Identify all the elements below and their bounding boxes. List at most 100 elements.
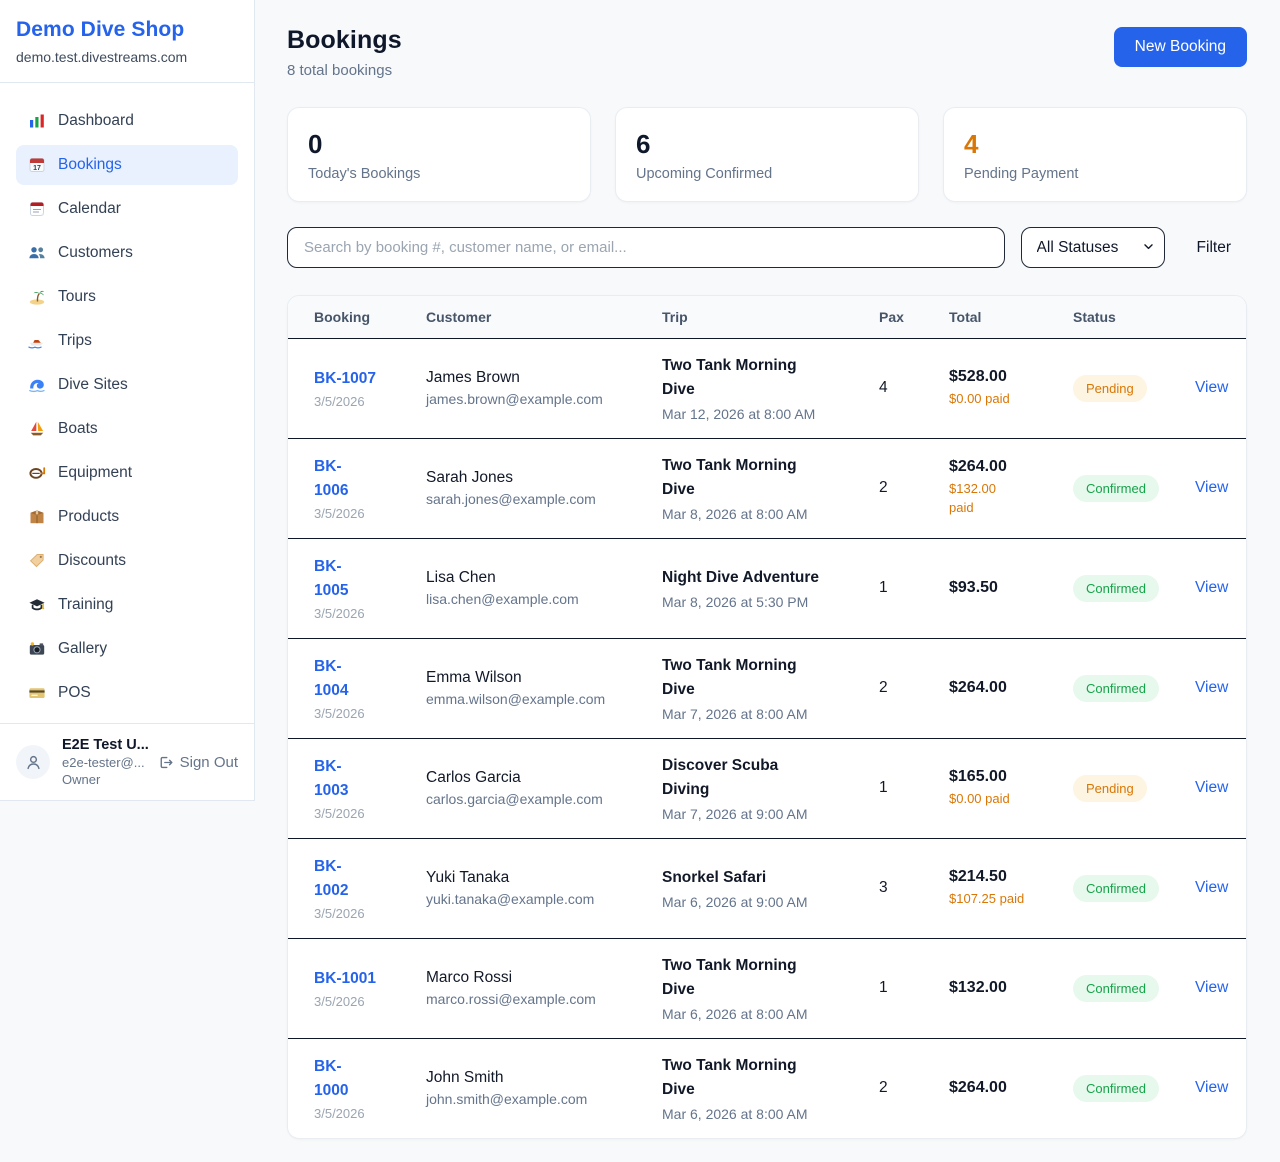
customer-email: marco.rossi@example.com [426,991,596,1007]
search-input[interactable] [287,227,1005,268]
view-link[interactable]: View [1195,579,1229,596]
status-select-wrap: All Statuses [1020,227,1165,268]
sidebar-item-customers[interactable]: Customers [16,233,238,273]
total-amount: $214.50 [949,867,1007,885]
trip-name: Two Tank Morning Dive [662,456,797,498]
status-badge: Confirmed [1073,474,1159,502]
sidebar-item-pos[interactable]: POS [16,673,238,713]
column-header-actions [1195,296,1246,339]
trip-name: Two Tank Morning Dive [662,1057,797,1099]
customer-name: John Smith [426,1069,504,1087]
sidebar-item-dive-sites[interactable]: Dive Sites [16,365,238,405]
status-badge: Confirmed [1073,1074,1159,1102]
filter-button[interactable]: Filter [1181,239,1247,257]
booking-id-link[interactable]: BK- 1005 [314,557,349,599]
status-select[interactable]: All Statuses [1020,227,1165,268]
paid-amount: $107.25 paid [949,890,1025,906]
status-badge: Confirmed [1073,974,1159,1002]
sign-out-label: Sign Out [179,753,238,771]
sidebar-item-bookings[interactable]: 17 Bookings [16,145,238,185]
main-content: Bookings 8 total bookings New Booking 0 … [255,0,1280,1162]
page-subtitle: 8 total bookings [287,62,393,79]
table-row: BK-1007 3/5/2026 James Brown james.brown… [288,338,1246,439]
booking-date: 3/5/2026 [314,1106,365,1122]
sidebar-item-label: Gallery [58,640,108,657]
stats-row: 0 Today's Bookings 6 Upcoming Confirmed … [287,107,1247,202]
total-amount: $264.00 [949,1079,1007,1097]
booking-id-link[interactable]: BK- 1000 [314,1058,349,1100]
view-link[interactable]: View [1195,779,1229,796]
customer-name: Lisa Chen [426,569,496,586]
stat-value: 6 [636,129,651,159]
view-link[interactable]: View [1195,679,1229,696]
customer-name: Emma Wilson [426,669,522,686]
pax-count: 4 [879,379,888,396]
page-title: Bookings [287,26,402,54]
new-booking-button[interactable]: New Booking [1113,27,1247,67]
stat-card-upcoming-confirmed: 6 Upcoming Confirmed [615,107,919,202]
sidebar-nav: Dashboard 17 Bookings Calendar Customers [0,83,254,723]
customer-email: james.brown@example.com [426,391,603,407]
booking-date: 3/5/2026 [314,606,365,622]
sidebar-item-trips[interactable]: Trips [16,321,238,361]
trip-datetime: Mar 12, 2026 at 8:00 AM [662,406,816,423]
sidebar-item-label: Dashboard [58,112,134,129]
booking-id-link[interactable]: BK- 1003 [314,757,349,799]
sidebar-footer: E2E Test U... e2e-tester@... Owner Sign … [0,723,254,800]
stat-card-pending-payment: 4 Pending Payment [943,107,1247,202]
view-link[interactable]: View [1195,479,1229,496]
view-link[interactable]: View [1195,379,1229,396]
trip-datetime: Mar 7, 2026 at 8:00 AM [662,706,808,723]
sidebar-item-label: Equipment [58,464,133,481]
package-icon [28,508,46,526]
sidebar-item-gallery[interactable]: Gallery [16,629,238,669]
sidebar-item-label: Training [58,596,114,613]
booking-id-link[interactable]: BK- 1006 [314,457,349,499]
brand-title: Demo Dive Shop [16,18,185,41]
booking-id-link[interactable]: BK-1007 [314,369,377,387]
booking-date: 3/5/2026 [314,806,365,822]
bookings-table: Booking Customer Trip Pax Total Status [288,296,1246,1138]
paid-amount: $0.00 paid [949,390,1010,406]
status-badge: Pending [1073,374,1147,402]
column-header-pax: Pax [879,296,949,339]
trip-datetime: Mar 6, 2026 at 8:00 AM [662,1106,808,1123]
customer-email: carlos.garcia@example.com [426,791,603,807]
booking-id-link[interactable]: BK- 1002 [314,857,349,899]
view-link[interactable]: View [1195,1079,1229,1097]
table-row: BK- 1004 3/5/2026 Emma Wilson emma.wilso… [288,638,1246,739]
stat-label: Today's Bookings [308,166,421,182]
customer-email: sarah.jones@example.com [426,491,596,507]
view-link[interactable]: View [1195,879,1229,896]
booking-id-link[interactable]: BK- 1004 [314,657,349,699]
brand-domain: demo.test.divestreams.com [16,49,188,65]
page-header: Bookings 8 total bookings New Booking [287,26,1247,79]
sidebar-item-calendar[interactable]: Calendar [16,189,238,229]
customer-email: john.smith@example.com [426,1091,588,1108]
customer-name: Marco Rossi [426,969,513,986]
column-header-trip: Trip [662,296,879,339]
customer-email: yuki.tanaka@example.com [426,891,595,907]
user-name: E2E Test U... [62,737,149,753]
booking-id-link[interactable]: BK-1001 [314,969,377,987]
table-row: BK- 1002 3/5/2026 Yuki Tanaka yuki.tanak… [288,838,1246,939]
credit-card-icon [28,684,46,702]
table-row: BK- 1000 3/5/2026 John Smith john.smith@… [288,1038,1246,1138]
sidebar-item-boats[interactable]: Boats [16,409,238,449]
sailboat-icon [28,420,46,438]
stat-label: Pending Payment [964,166,1079,182]
stat-value: 4 [964,129,979,159]
view-link[interactable]: View [1195,979,1229,996]
sidebar-item-products[interactable]: Products [16,497,238,537]
trip-name: Night Dive Adventure [662,568,820,586]
sidebar-item-equipment[interactable]: Equipment [16,453,238,493]
sidebar-item-dashboard[interactable]: Dashboard [16,101,238,141]
sidebar-item-discounts[interactable]: Discounts [16,541,238,581]
sidebar-item-label: Discounts [58,552,127,569]
sidebar-item-label: Calendar [58,200,121,217]
sidebar-item-training[interactable]: Training [16,585,238,625]
sidebar-item-tours[interactable]: Tours [16,277,238,317]
sign-out-button[interactable]: Sign Out [157,754,238,771]
trip-datetime: Mar 6, 2026 at 9:00 AM [662,894,808,910]
